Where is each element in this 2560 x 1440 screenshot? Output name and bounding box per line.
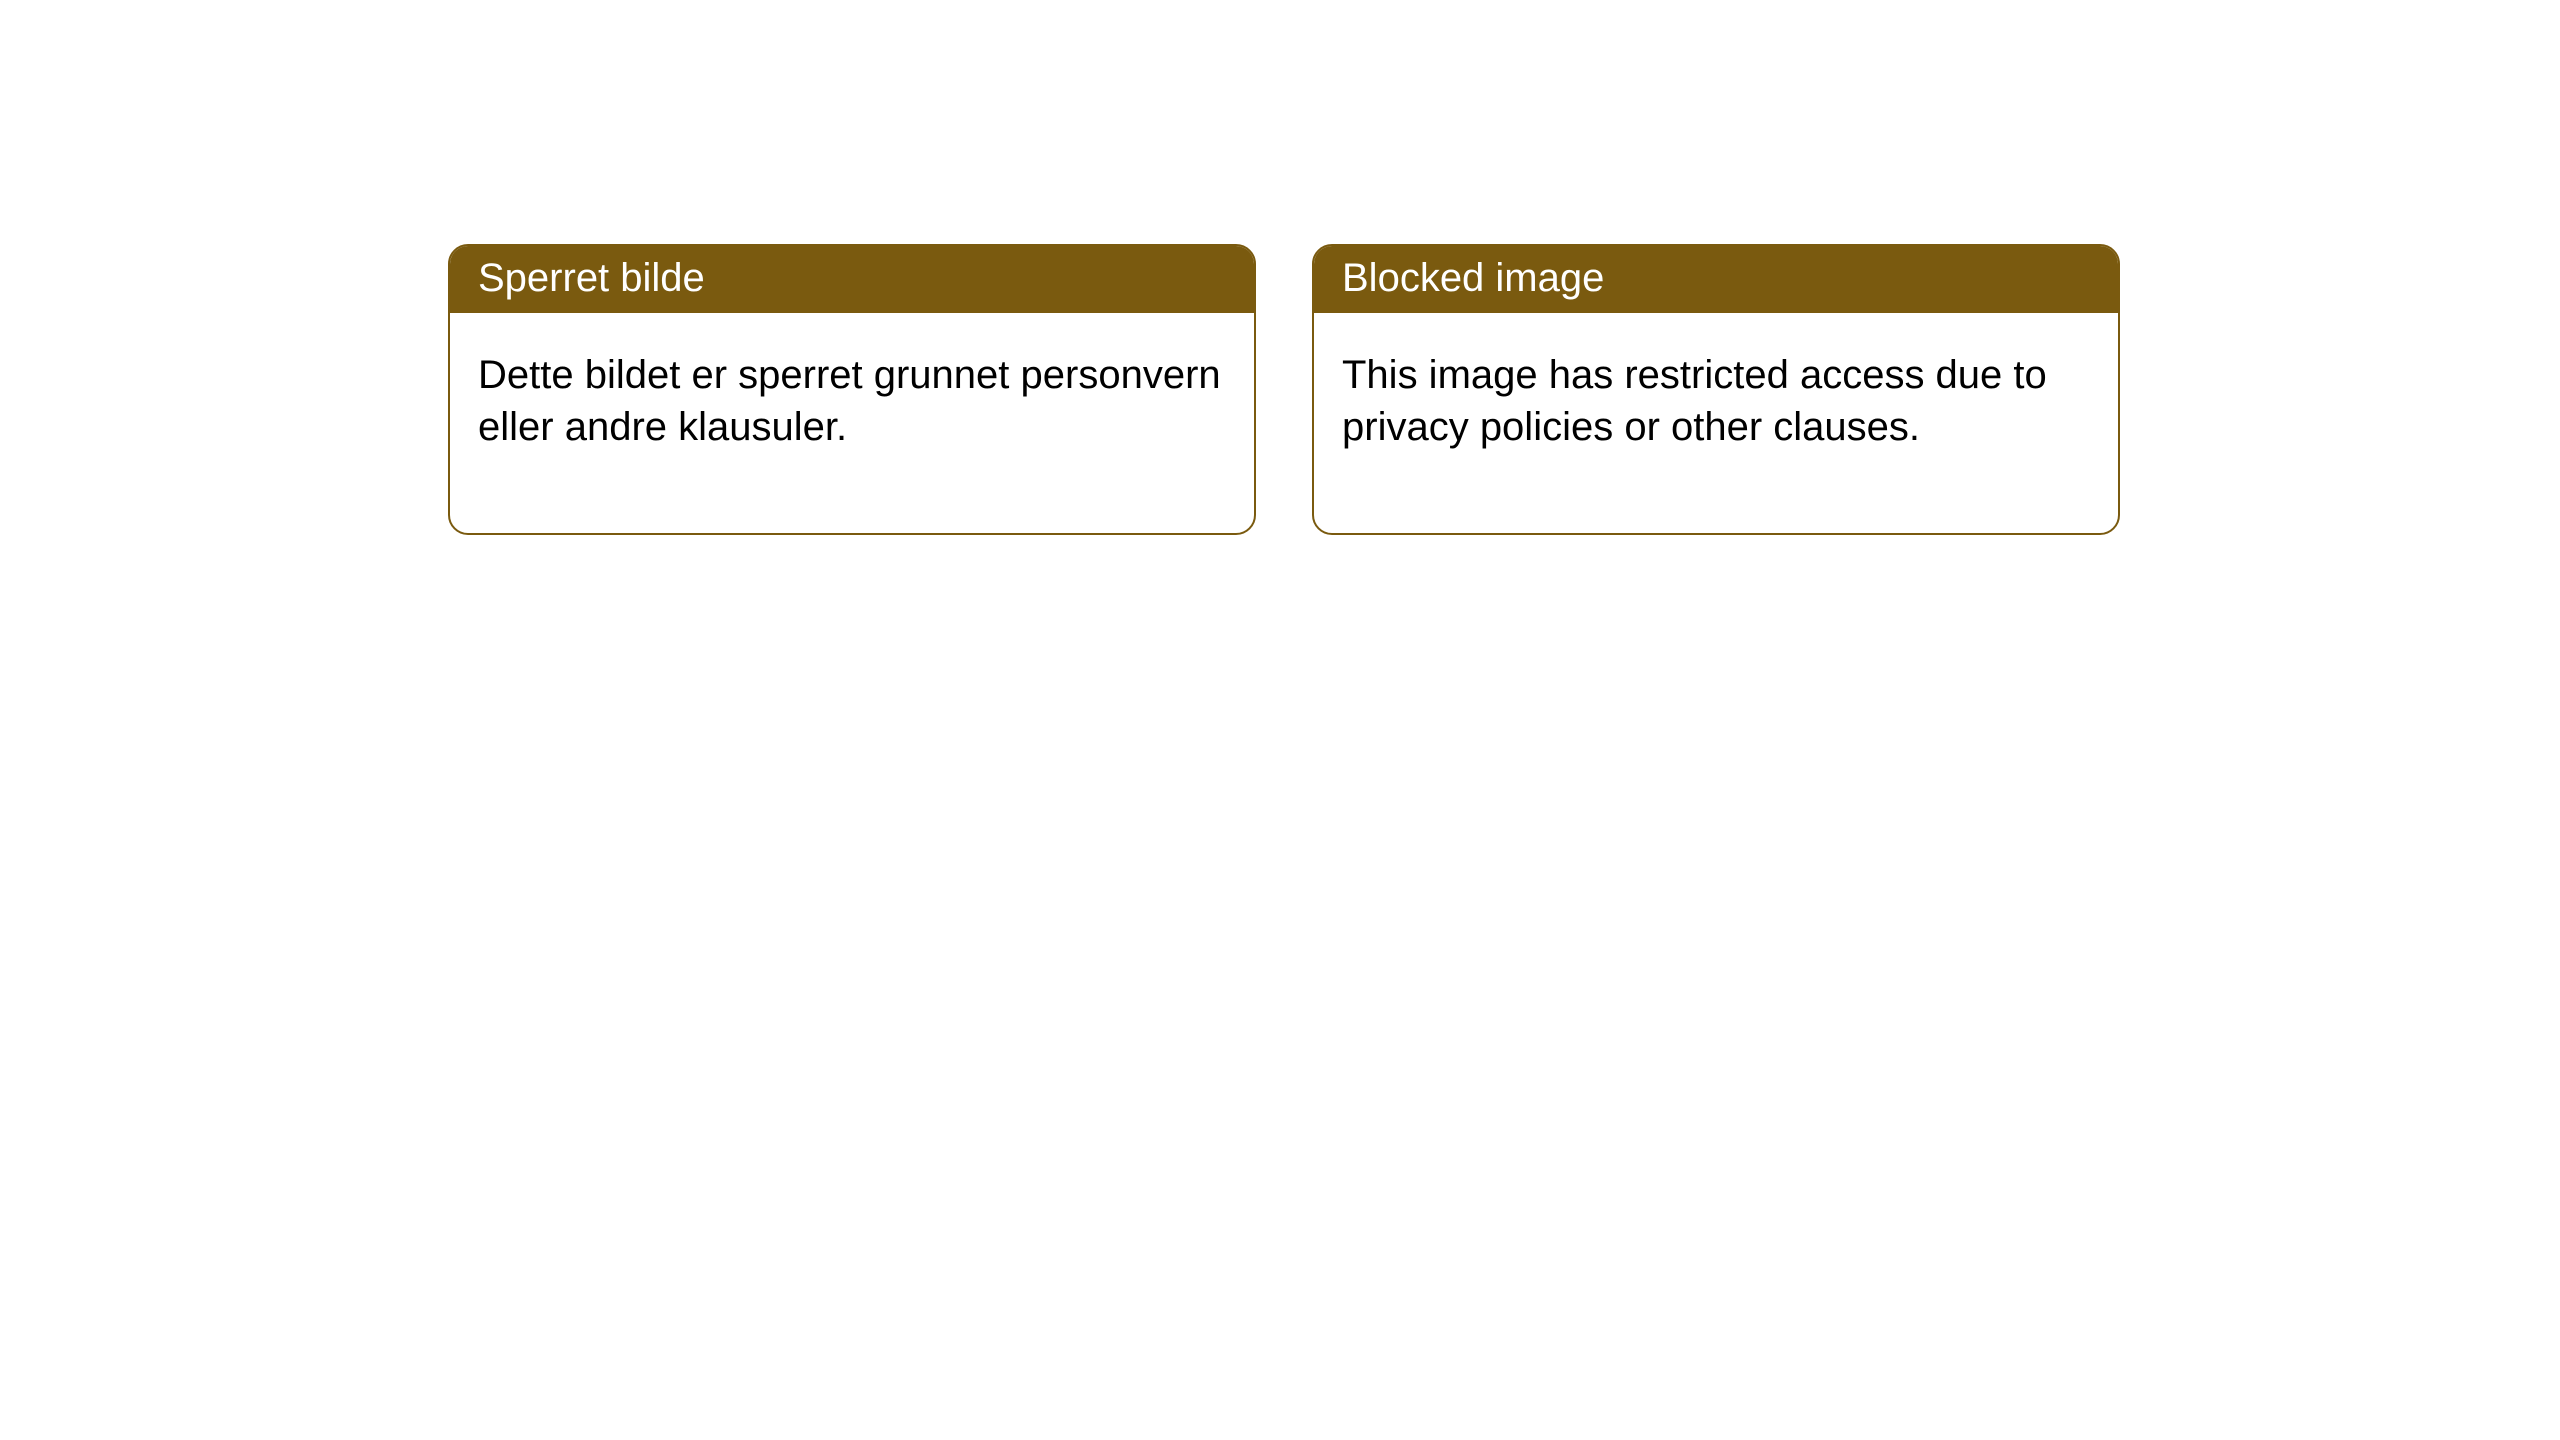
notice-card-english: Blocked image This image has restricted … xyxy=(1312,244,2120,535)
notice-header: Blocked image xyxy=(1314,246,2118,313)
notice-body: This image has restricted access due to … xyxy=(1314,313,2118,533)
notice-container: Sperret bilde Dette bildet er sperret gr… xyxy=(0,0,2560,535)
notice-card-norwegian: Sperret bilde Dette bildet er sperret gr… xyxy=(448,244,1256,535)
notice-body: Dette bildet er sperret grunnet personve… xyxy=(450,313,1254,533)
notice-header: Sperret bilde xyxy=(450,246,1254,313)
